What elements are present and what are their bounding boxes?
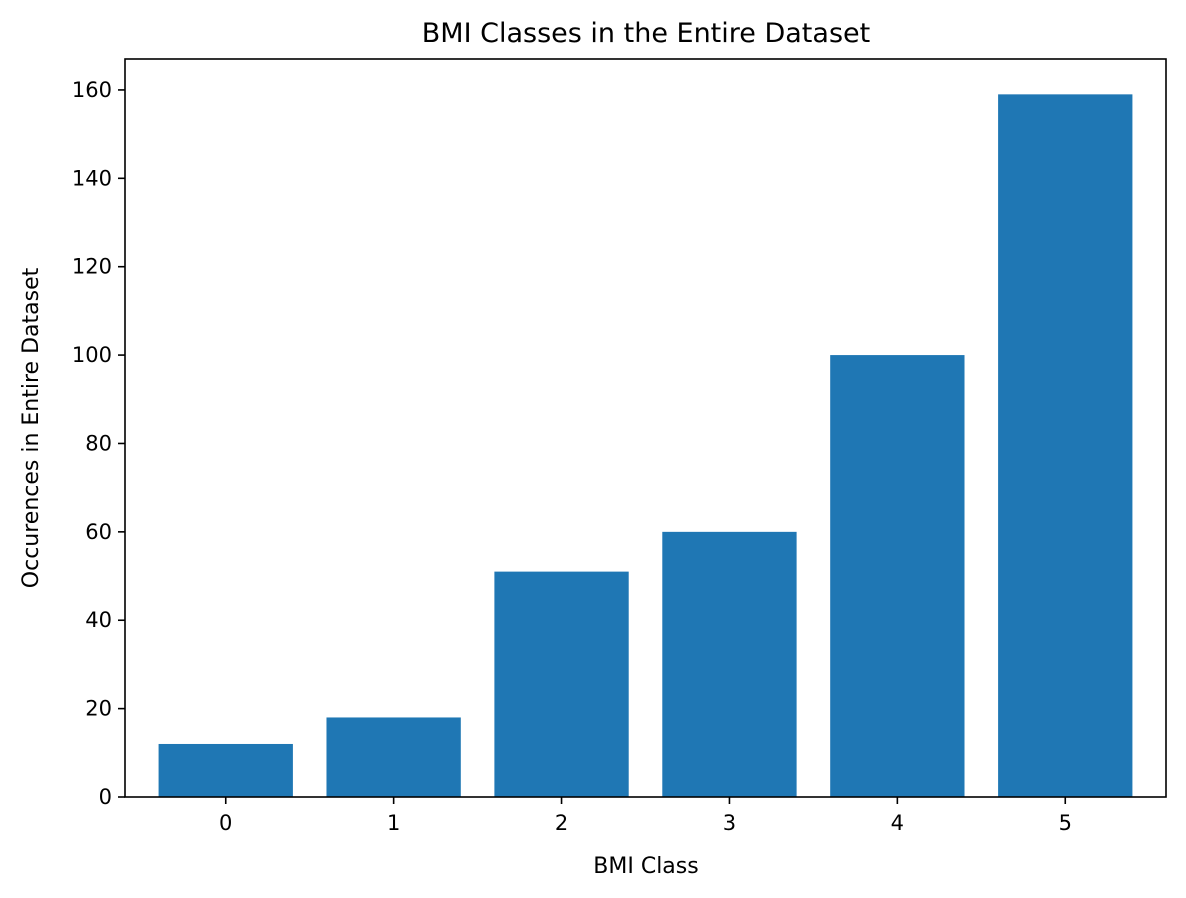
y-axis-ticks: 0 20 40 60 80 100 120 140 160 [72,78,125,809]
y-tick-label: 100 [72,343,112,367]
y-tick-label: 140 [72,166,112,190]
x-tick-label: 0 [219,811,232,835]
y-tick-label: 60 [85,520,112,544]
bar-1 [326,717,461,797]
x-tick-label: 5 [1059,811,1072,835]
x-tick-label: 3 [723,811,736,835]
y-tick-label: 80 [85,431,112,455]
y-axis-label: Occurences in Entire Dataset [19,267,44,588]
bar-3 [662,531,797,797]
x-tick-label: 4 [891,811,904,835]
y-tick-label: 40 [85,608,112,632]
x-axis-ticks: 0 1 2 3 4 5 [219,797,1072,835]
bar-0 [158,743,293,797]
bar-2 [494,571,629,797]
chart-title: BMI Classes in the Entire Dataset [422,18,870,49]
bars-group [158,94,1133,798]
x-tick-label: 1 [387,811,400,835]
y-tick-label: 120 [72,255,112,279]
bar-5 [998,94,1133,798]
plot-area-frame [124,58,1167,798]
x-tick-label: 2 [555,811,568,835]
x-axis-label: BMI Class [593,854,698,879]
y-tick-label: 160 [72,78,112,102]
y-tick-label: 0 [99,785,112,809]
bar-4 [830,355,965,797]
y-tick-label: 20 [85,697,112,721]
